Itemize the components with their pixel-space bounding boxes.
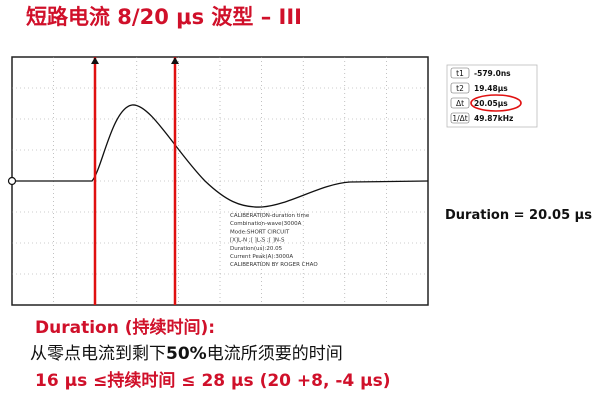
scope-note: CALIBERATION BY ROGER CHAO [230, 262, 318, 268]
scope-note: Current Peak(A):3000A [230, 254, 293, 260]
readout-value: 19.48μs [474, 84, 508, 93]
readout-label: 1/Δt [452, 114, 467, 123]
text-part: 电流所须要的时间 [207, 344, 343, 364]
readout-value: -579.0ns [474, 69, 511, 78]
result: Duration = 20.05 μs [445, 208, 592, 223]
text-part: 50% [166, 344, 207, 364]
readout-value: 49.87kHz [474, 114, 513, 123]
readout-label: t1 [456, 69, 464, 78]
readout-value: 20.05μs [474, 99, 508, 108]
readout-label-box [450, 67, 470, 79]
scope-note: CALIBERATION-duration time [230, 213, 310, 219]
scope-note: Combination-wave(3000A [230, 221, 302, 227]
readout-label: t2 [456, 84, 464, 93]
readout-label-box [450, 82, 470, 94]
readout-label-box [450, 112, 470, 124]
readout-panel: t1 -579.0ns t2 19.48μs Δt 20.05μs 1/Δt 49.87kHz [446, 64, 538, 128]
scope-notes: CALIBERATION-duration time Combination-wa… [230, 213, 318, 268]
scope-note: [X]L-N ;[ ]L-S ;[ ]N-S [230, 238, 285, 244]
title: 短路电流 8/20 μs 波型 – III [26, 5, 302, 29]
readout-label-box [450, 97, 470, 109]
readout-label: Δt [456, 99, 464, 108]
highlight-ellipse [470, 94, 522, 112]
definition-heading: Duration (持续时间): [35, 317, 215, 338]
scope-note: Duration(us):20.05 [230, 246, 283, 252]
zero-marker [7, 176, 17, 186]
text-part: 从零点电流到剩下 [30, 344, 166, 364]
tolerance: 16 μs ≤持续时间 ≤ 28 μs (20 +8, -4 μs) [35, 370, 391, 391]
scope-note: Mode:SHORT CIRCUIT [230, 229, 290, 235]
definition-text: 从零点电流到剩下50%电流所须要的时间 [30, 344, 343, 364]
oscilloscope: CALIBERATION-duration time Combination-wa… [7, 56, 429, 306]
waveform [12, 104, 429, 208]
